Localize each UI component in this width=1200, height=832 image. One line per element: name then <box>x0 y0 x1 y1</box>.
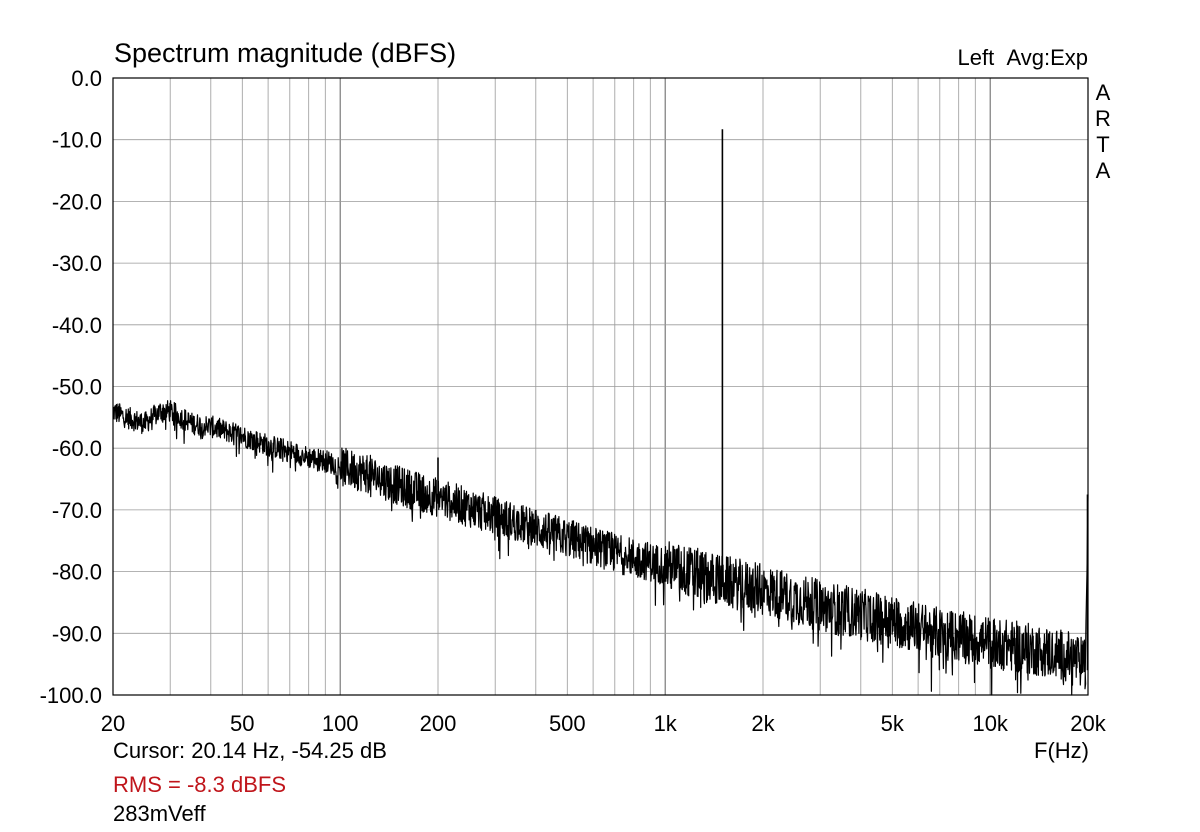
x-tick-label: 10k <box>972 711 1008 736</box>
x-tick-label: 20k <box>1070 711 1106 736</box>
x-tick-label: 500 <box>549 711 586 736</box>
x-tick-label: 5k <box>881 711 905 736</box>
y-tick-label: -20.0 <box>52 189 102 214</box>
brand-letter: R <box>1095 106 1111 131</box>
y-tick-label: -90.0 <box>52 621 102 646</box>
y-tick-label: -80.0 <box>52 560 102 585</box>
y-tick-label: -60.0 <box>52 436 102 461</box>
x-tick-label: 2k <box>751 711 775 736</box>
y-tick-label: 0.0 <box>71 66 102 91</box>
brand-letter: A <box>1095 80 1111 105</box>
chart-title: Spectrum magnitude (dBFS) <box>114 38 457 68</box>
plot-frame <box>112 77 1089 696</box>
x-tick-label: 100 <box>322 711 359 736</box>
y-tick-label: -50.0 <box>52 375 102 400</box>
brand-letter: T <box>1096 132 1110 157</box>
y-tick-label: -30.0 <box>52 251 102 276</box>
grid-lines <box>113 78 1088 695</box>
x-axis-label: F(Hz) <box>1034 738 1089 763</box>
channel-averaging-label: Left Avg:Exp <box>958 45 1088 71</box>
x-tick-label: 1k <box>654 711 678 736</box>
x-tick-label: 200 <box>420 711 457 736</box>
cursor-readout: Cursor: 20.14 Hz, -54.25 dB <box>113 738 387 763</box>
spectrum-trace <box>112 129 1089 696</box>
veff-readout: 283mVeff <box>113 801 206 826</box>
rms-readout: RMS = -8.3 dBFS <box>113 772 287 797</box>
x-axis-ticks: 20 50 100 200 500 1k 2k 5k 10k 20k <box>101 711 1107 736</box>
y-axis-ticks: 0.0 -10.0 -20.0 -30.0 -40.0 -50.0 -60.0 -70.0 -8… <box>40 66 102 708</box>
noise-floor-line <box>112 400 1089 696</box>
y-tick-label: -70.0 <box>52 498 102 523</box>
y-tick-label: -100.0 <box>40 683 102 708</box>
x-tick-label: 50 <box>230 711 254 736</box>
brand-label: A R T A <box>1093 80 1113 184</box>
brand-letter: A <box>1095 158 1111 183</box>
channel-label: Left <box>957 45 995 70</box>
averaging-label: Avg:Exp <box>1006 45 1088 70</box>
y-tick-label: -10.0 <box>52 128 102 153</box>
y-tick-label: -40.0 <box>52 313 102 338</box>
x-tick-label: 20 <box>101 711 125 736</box>
